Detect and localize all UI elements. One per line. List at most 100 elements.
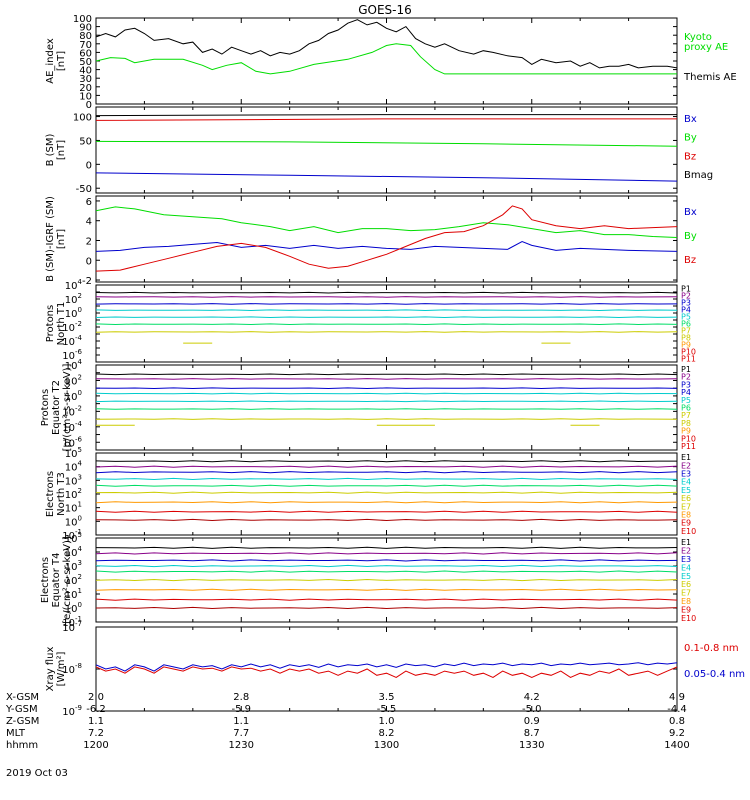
y-axis-label-line: B (SM)-IGRF (SM)	[45, 196, 56, 282]
y-axis-label-line: Xray flux	[45, 647, 56, 692]
ephemeris-value: -5.0	[522, 704, 542, 715]
y-axis-label-line: Equator T2	[51, 380, 62, 435]
y-tick-label: 20	[79, 83, 92, 94]
legend-item: P11	[681, 355, 696, 364]
legend-item: E3	[681, 470, 691, 479]
ephemeris-value: 0.9	[524, 716, 540, 727]
ephemeris-value: 1200	[83, 740, 108, 751]
series-e2	[96, 552, 677, 555]
y-tick-label: 104	[65, 460, 83, 474]
ephemeris-row-label: MLT	[6, 728, 26, 739]
y-tick-label: 100	[73, 14, 92, 25]
legend-item: By	[684, 231, 697, 242]
x-axis-labels: X-GSMY-GSMZ-GSMMLThhmm2.0-6.21.17.212002…	[5, 692, 690, 751]
legend-item: Kyoto	[684, 32, 712, 43]
legend-item: 0.05-0.4 nm	[684, 669, 745, 680]
series-p6	[96, 323, 677, 326]
series-bz	[96, 118, 677, 121]
legend-item: E5	[681, 486, 691, 495]
y-tick-exponent: 1	[78, 501, 82, 509]
y-tick-exponent: 5	[78, 446, 82, 454]
series-group	[96, 114, 677, 182]
y-tick-label: 4	[86, 217, 92, 228]
y-axis-label-line: B (SM)	[45, 133, 56, 166]
y-axis-label: ElectronsEquator T4[e/(cm²-s-sr-keV)]	[40, 536, 73, 624]
y-tick-label: 2	[86, 236, 92, 247]
y-axis-label-line: Protons	[45, 305, 56, 342]
series-bmag	[96, 114, 677, 117]
legend-item: E5	[681, 572, 691, 581]
y-tick-label: 0	[86, 100, 92, 111]
legend-item: Bmag	[684, 170, 713, 181]
legend-item: E10	[681, 614, 696, 623]
legend-item: P5	[681, 313, 691, 322]
ephemeris-row-label: X-GSM	[6, 692, 39, 703]
y-tick-label: 60	[79, 48, 92, 59]
legend-item: E1	[681, 453, 691, 462]
series-e3	[96, 471, 677, 474]
y-tick-exponent: -6	[75, 435, 83, 443]
legend-item: E3	[681, 555, 691, 564]
series-group	[96, 662, 677, 678]
series-p2	[96, 296, 677, 298]
legend-item: P7	[681, 327, 691, 336]
series-p3	[96, 387, 677, 390]
y-axis-label-line: Electrons	[45, 471, 56, 517]
panel-frame	[95, 195, 678, 283]
series-e4	[96, 564, 677, 568]
ephemeris-value: 1.1	[88, 716, 104, 727]
y-tick-label: 100	[65, 306, 82, 320]
y-axis-label-line: [W/m²]	[56, 651, 67, 686]
legend-item: Bx	[684, 114, 697, 125]
legend-item: P10	[681, 434, 696, 443]
y-tick-label: 0	[86, 256, 92, 267]
legend-item: E9	[681, 519, 691, 528]
legend-item: P7	[681, 411, 691, 420]
legend-item: E4	[681, 563, 691, 572]
series-bz	[96, 205, 677, 272]
ephemeris-value: 7.7	[233, 728, 249, 739]
series-e3	[96, 559, 677, 562]
series-p5	[96, 316, 677, 319]
legend-item: E6	[681, 494, 691, 503]
series-by	[96, 206, 677, 238]
y-axis-label: B (SM)-IGRF (SM)[nT]	[45, 196, 67, 282]
y-tick-label: 10	[79, 91, 92, 102]
legend-item: E6	[681, 580, 691, 589]
panel-frame	[95, 364, 678, 451]
legend-item: proxy AE	[684, 42, 728, 53]
y-tick-label: 10-9	[62, 704, 82, 718]
y-axis-label-line: Equator T4	[51, 553, 62, 608]
y-tick-exponent: 4	[78, 545, 83, 553]
ephemeris-value: 4.2	[524, 692, 540, 703]
series-bx	[96, 172, 677, 182]
y-tick-label: 90	[79, 23, 92, 34]
y-tick-exponent: 3	[78, 559, 82, 567]
legend-item: Bx	[684, 207, 697, 218]
series-p4	[96, 392, 677, 395]
legend-item: P2	[681, 373, 691, 382]
panel-frame	[95, 17, 678, 105]
ephemeris-value: -6.2	[86, 704, 106, 715]
y-tick-exponent: 4	[78, 278, 83, 286]
legend-item: E4	[681, 478, 691, 487]
series-e4	[96, 477, 677, 481]
panels: 0102030405060708090100AE_index[nT]Kyotop…	[40, 14, 745, 718]
y-tick-exponent: -6	[75, 348, 83, 356]
series-e9	[96, 518, 677, 522]
y-tick-exponent: 2	[78, 292, 82, 300]
y-tick-label: 105	[65, 446, 82, 460]
legend-item: P3	[681, 299, 691, 308]
y-tick-exponent: 2	[78, 373, 82, 381]
legend-item: 0.1-0.8 nm	[684, 643, 739, 654]
y-tick-exponent: -2	[75, 404, 82, 412]
legend-item: P4	[681, 388, 691, 397]
y-tick-label: 50	[79, 136, 92, 147]
y-tick-label: 103	[65, 473, 82, 487]
y-axis-label-line: Protons	[40, 389, 51, 426]
y-axis-label: ProtonsEquator T2[p/(cm²-s-sr-keV)]	[40, 364, 73, 452]
legend-item: P5	[681, 396, 691, 405]
y-axis-label-line: Electrons	[40, 557, 51, 603]
legend-item: By	[684, 133, 697, 144]
